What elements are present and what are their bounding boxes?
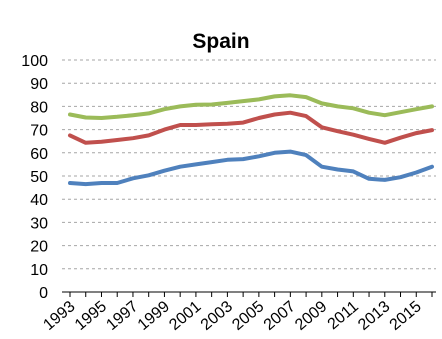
x-tick-label: 2007 [261,298,299,334]
y-tick-label: 50 [30,169,48,186]
y-tick-label: 30 [30,215,48,232]
y-tick-label: 20 [30,239,48,256]
x-tick-label: 1995 [72,298,110,334]
y-tick-label: 80 [30,99,48,116]
x-tick-label: 1997 [103,298,141,334]
x-tick-label: 2005 [229,298,267,334]
x-tick-label: 2011 [325,298,362,333]
y-tick-label: 10 [30,262,48,279]
series-line-1 [68,93,434,120]
y-tick-label: 0 [39,285,48,302]
x-tick-label: 1999 [135,298,173,334]
y-tick-label: 90 [30,76,48,93]
chart-title: Spain [192,30,250,53]
y-tick-label: 70 [30,123,48,140]
y-tick-label: 40 [30,192,48,209]
x-tick-label: 2003 [198,298,236,334]
x-tick-label: 2009 [292,298,330,334]
x-tick-label: 1993 [40,298,78,334]
y-tick-label: 60 [30,146,48,163]
x-tick-label: 2015 [387,298,425,334]
series-line-2 [68,110,434,145]
x-tick-label: 2001 [166,298,204,334]
series-line-3 [68,149,434,187]
y-tick-label: 100 [21,53,48,70]
x-tick-label: 2013 [355,298,393,334]
